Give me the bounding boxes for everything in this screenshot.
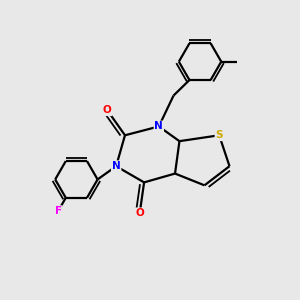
Text: F: F [55, 206, 62, 216]
Text: S: S [215, 130, 223, 140]
Text: N: N [154, 122, 163, 131]
Text: O: O [135, 208, 144, 218]
Text: O: O [103, 105, 112, 115]
Text: N: N [112, 161, 121, 171]
